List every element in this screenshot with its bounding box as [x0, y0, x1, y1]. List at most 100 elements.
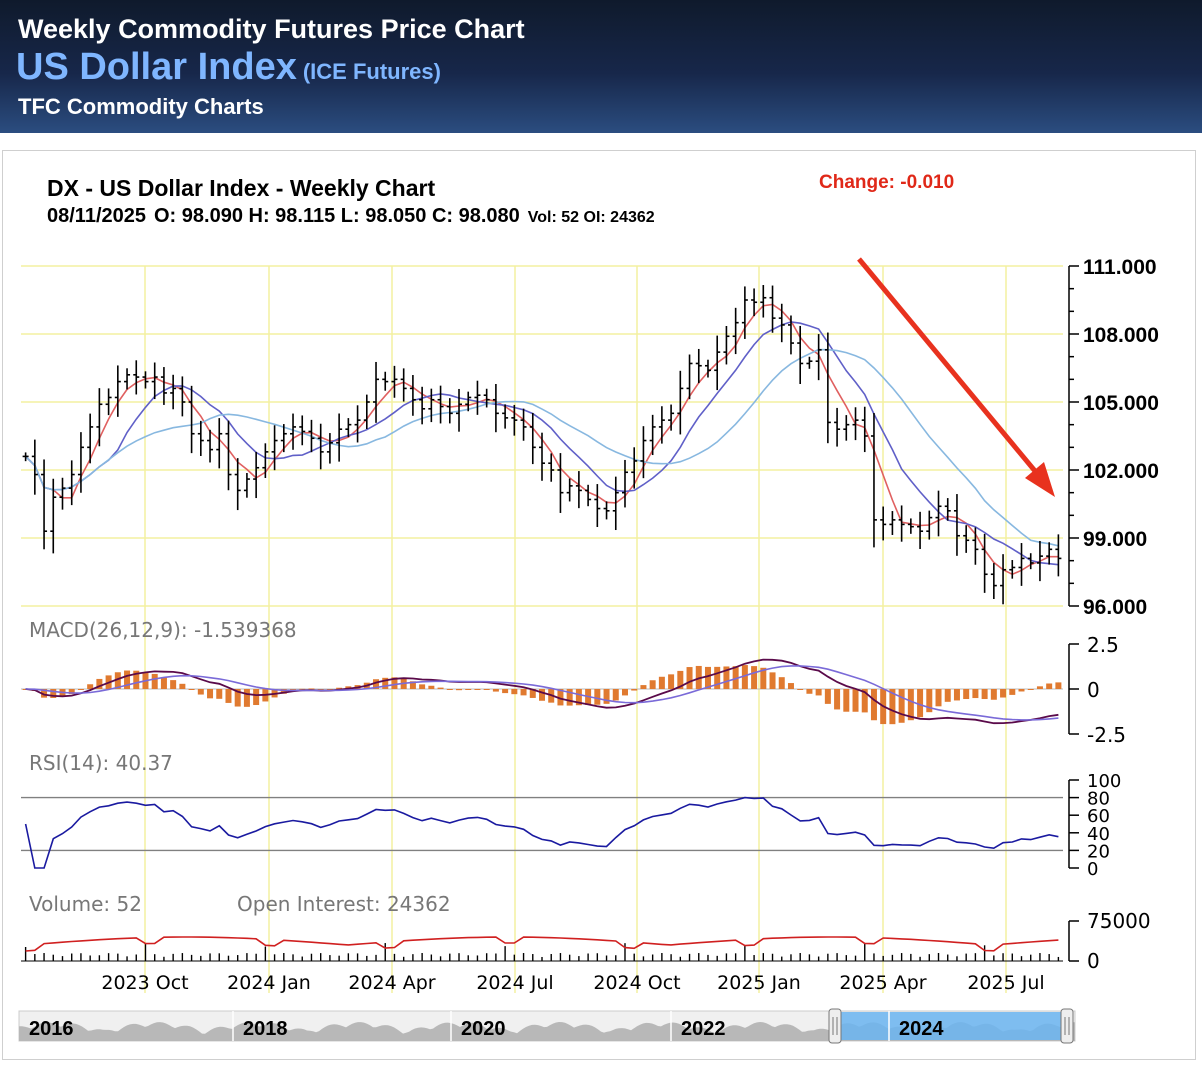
macd-hist-bar: [1055, 682, 1062, 689]
rsi-label: RSI(14): 40.37: [29, 751, 173, 775]
macd-tick-label: 2.5: [1087, 633, 1119, 657]
macd-hist-bar: [253, 689, 260, 706]
macd-hist-bar: [197, 689, 204, 695]
vol-oi-values: Vol: 52 OI: 24362: [528, 209, 655, 226]
navigator-handle-right[interactable]: [1060, 1008, 1074, 1044]
axes: 111.000 108.000 105.000 102.000 99.000 96.000…: [21, 256, 1159, 994]
exchange-label: (ICE Futures): [302, 59, 441, 84]
macd-hist-bar: [170, 680, 177, 689]
macd-hist-bar: [428, 685, 435, 689]
x-tick-label: 2024 Apr: [348, 972, 435, 994]
macd-hist-bar: [861, 689, 868, 713]
arrow-head: [1025, 462, 1055, 497]
macd-hist-bar: [640, 685, 647, 689]
x-tick-label: 2025 Jul: [967, 972, 1044, 994]
rsi-tick-label: 60: [1087, 806, 1110, 827]
macd-hist-bar: [326, 689, 333, 690]
macd-hist-bar: [704, 666, 711, 689]
macd-hist-bar: [317, 689, 324, 690]
navigator-label: 2020: [461, 1018, 506, 1040]
macd-hist-bar: [769, 672, 776, 689]
provider-label: TFC Commodity Charts: [18, 94, 264, 119]
macd-hist-bar: [668, 674, 675, 689]
rsi-tick-label: 0: [1087, 859, 1098, 880]
macd-hist-bar: [391, 677, 398, 689]
instrument-name: US Dollar Index (ICE Futures): [16, 46, 441, 89]
rsi-tick-label: 100: [1087, 771, 1121, 792]
macd-signal-line: [25, 665, 1059, 721]
macd-panel: 2.5 0 -2.5: [21, 633, 1126, 747]
macd-hist-bar: [677, 670, 684, 689]
macd-hist-bar: [575, 689, 582, 706]
rsi-tick-label: 40: [1087, 824, 1110, 845]
chart-title: DX - US Dollar Index - Weekly Chart: [47, 175, 435, 201]
navigator-label: 2016: [29, 1018, 74, 1040]
macd-hist-bar: [437, 687, 444, 689]
page-header: Weekly Commodity Futures Price Chart US …: [0, 0, 1202, 133]
macd-hist-bar: [234, 689, 241, 707]
macd-hist-bar: [1009, 689, 1016, 695]
chart-panel: 111.000 108.000 105.000 102.000 99.000 96.000…: [2, 150, 1196, 1060]
macd-hist-bar: [409, 681, 416, 689]
macd-hist-bar: [299, 688, 306, 690]
price-tick-label: 96.000: [1083, 596, 1147, 619]
macd-hist-bar: [492, 689, 499, 692]
macd-hist-bar: [50, 689, 57, 698]
macd-hist-bar: [539, 689, 545, 701]
macd-hist-bar: [723, 666, 730, 689]
macd-hist-bar: [382, 677, 389, 689]
macd-hist-bar: [898, 689, 905, 723]
macd-hist-bar: [1027, 689, 1034, 690]
macd-hist-bar: [612, 689, 619, 701]
navigator[interactable]: 2016 2018 2020 2022 2024: [18, 1008, 1076, 1044]
macd-hist-bar: [981, 689, 988, 700]
navigator-label: 2024: [899, 1018, 944, 1040]
macd-hist-bar: [114, 672, 121, 689]
rsi-tick-label: 80: [1087, 789, 1110, 810]
macd-hist-bar: [566, 689, 573, 706]
macd-hist-bar: [852, 689, 859, 712]
navigator-selection: [837, 1012, 1069, 1040]
macd-hist-bar: [280, 689, 287, 694]
macd-hist-bar: [308, 688, 315, 690]
macd-hist-bar: [188, 689, 195, 690]
macd-hist-bar: [520, 689, 527, 696]
macd-hist-bar: [870, 689, 877, 721]
grid: [21, 265, 1063, 993]
macd-hist-bar: [907, 689, 914, 721]
macd-label: MACD(26,12,9): -1.539368: [29, 618, 297, 642]
page-title: Weekly Commodity Futures Price Chart: [18, 14, 525, 44]
macd-hist-bar: [446, 689, 453, 690]
x-tick-label: 2025 Jan: [717, 972, 801, 994]
macd-hist-bar: [1018, 689, 1025, 692]
macd-hist-bar: [658, 676, 665, 689]
price-tick-label: 105.000: [1083, 392, 1159, 415]
price-tick-label: 99.000: [1083, 528, 1147, 551]
macd-hist-bar: [843, 689, 850, 712]
macd-hist-bar: [336, 687, 343, 689]
macd-hist-bar: [207, 689, 214, 699]
price-tick-label: 111.000: [1083, 256, 1157, 279]
macd-hist-bar: [160, 677, 167, 689]
macd-hist-bar: [456, 689, 463, 691]
macd-hist-bar: [917, 689, 924, 718]
macd-hist-bar: [631, 689, 638, 691]
price-bars: [22, 285, 1062, 605]
macd-hist-bar: [243, 689, 250, 707]
navigator-area: [19, 1022, 1075, 1041]
macd-hist-bar: [557, 689, 564, 706]
macd-hist-bar: [787, 683, 794, 689]
ohlc-date: 08/11/2025: [47, 205, 146, 227]
macd-hist-bar: [225, 689, 232, 703]
open-interest-label: Open Interest: 24362: [237, 892, 451, 916]
macd-hist-bar: [603, 689, 610, 704]
ohlc-line: 08/11/2025 O: 98.090 H: 98.115 L: 98.050 …: [47, 205, 655, 227]
macd-hist-bar: [529, 689, 536, 698]
navigator-handle-left[interactable]: [828, 1008, 842, 1044]
macd-hist-bar: [806, 689, 813, 694]
price-tick-label: 102.000: [1083, 460, 1159, 483]
macd-hist-bar: [419, 684, 426, 689]
macd-hist-bar: [621, 689, 628, 696]
open-interest-line: [25, 936, 1059, 952]
